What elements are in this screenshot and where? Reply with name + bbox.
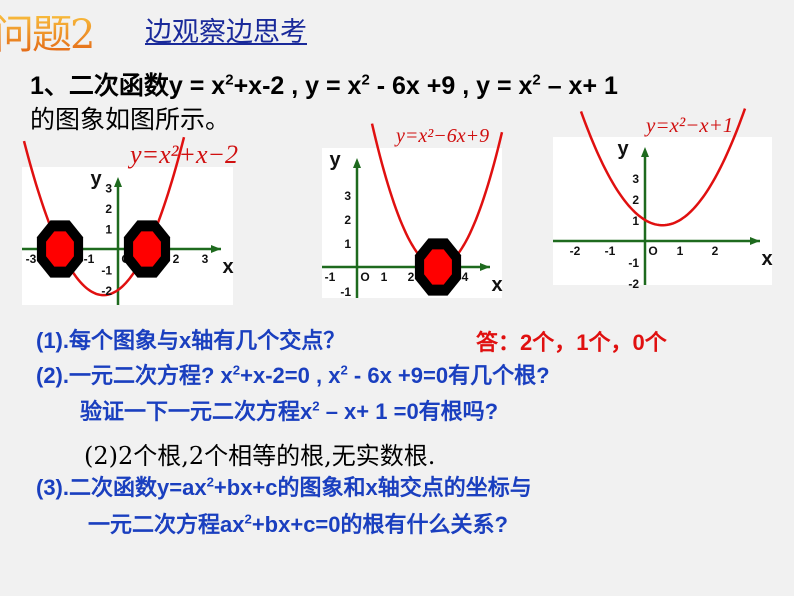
origin-label: O <box>648 244 657 258</box>
x-tick-label: 2 <box>408 270 415 284</box>
y-tick-label: 2 <box>105 202 112 216</box>
y-tick-label: 3 <box>344 189 351 203</box>
function-1: y = x <box>168 72 226 100</box>
exp: 2 <box>206 474 214 490</box>
q2-text: (2).一元二次方程? x <box>36 363 233 388</box>
x-tick-label: 1 <box>677 244 684 258</box>
x-axis-arrow-icon <box>480 263 490 271</box>
y-tick-label: -1 <box>340 285 351 299</box>
x-tick-label: -3 <box>26 252 37 266</box>
x-tick-label: 4 <box>462 270 469 284</box>
q2-text: +x-2=0 , x <box>240 363 341 388</box>
x-tick-label: -1 <box>84 252 95 266</box>
q2-text: – x+ 1 =0有根吗? <box>319 399 499 424</box>
function-2: y = x <box>305 72 362 100</box>
q3-text: +bx+c=0的根有什么关系? <box>251 512 508 537</box>
intro-prefix: 1、二次函数 <box>30 72 169 100</box>
exp: 2 <box>225 71 234 89</box>
x-tick-label: 1 <box>381 270 388 284</box>
exp: 2 <box>532 71 541 89</box>
question-1: (1).每个图象与x轴有几个交点？ <box>36 328 346 353</box>
function-3-rest: – x+ 1 <box>540 72 618 100</box>
graph-svg: -1 1 2 4 3 2 1 -1 O x y <box>322 123 504 299</box>
y-axis-label: y <box>90 168 102 190</box>
y-axis-arrow-icon <box>114 177 122 187</box>
x-axis-arrow-icon <box>750 237 760 245</box>
slide-title: 问题2 <box>0 2 95 60</box>
x-tick-label: 2 <box>173 252 180 266</box>
graph-2-label: y=x²−6x+9 <box>396 125 490 147</box>
parabola-curve <box>579 108 747 227</box>
x-tick-label: -1 <box>605 244 616 258</box>
question-3: (3).二次函数y=ax2+bx+c的图象和x轴交点的坐标与 <box>36 470 532 502</box>
intro-line-1: 1、二次函数y = x2+x-2 , y = x2 - 6x +9 , y = … <box>30 66 618 102</box>
exp: 2 <box>312 398 320 414</box>
answer-1: 答：2个，1个，0个 <box>476 330 667 355</box>
y-tick-label: -1 <box>101 264 112 278</box>
x-axis-label: x <box>761 248 772 270</box>
x-tick-label: -1 <box>325 270 336 284</box>
question-2-line-2: 验证一下一元二次方程x2 – x+ 1 =0有根吗? <box>80 394 498 426</box>
y-axis-arrow-icon <box>641 147 649 157</box>
intersection-marker-fill <box>46 231 74 267</box>
x-tick-label: -2 <box>570 244 581 258</box>
answer-2-note: (2)2个根,2个相等的根,无实数根. <box>84 442 436 470</box>
y-tick-label: 2 <box>632 193 639 207</box>
y-tick-label: -2 <box>101 284 112 298</box>
question-2: (2).一元二次方程? x2+x-2=0 , x2 - 6x +9=0有几个根? <box>36 358 550 390</box>
y-tick-label: -2 <box>628 277 639 291</box>
origin-label: O <box>360 270 369 284</box>
y-axis-label: y <box>617 138 629 160</box>
x-tick-label: 3 <box>202 252 209 266</box>
y-tick-label: 3 <box>105 182 112 196</box>
y-axis-label: y <box>329 149 341 171</box>
intersection-marker-fill <box>424 249 452 285</box>
intro-line-2: 的图象如图所示。 <box>30 106 231 134</box>
function-1-rest: +x-2 , <box>233 72 306 100</box>
y-tick-label: 3 <box>632 172 639 186</box>
question-3-line-2: 一元二次方程ax2+bx+c=0的根有什么关系? <box>88 507 508 539</box>
x-tick-label: 2 <box>712 244 719 258</box>
intersection-marker-fill <box>133 231 161 267</box>
q2-text: 验证一下一元二次方程x <box>80 399 313 424</box>
exp: 2 <box>244 511 252 527</box>
exp: 2 <box>340 362 348 378</box>
y-tick-label: 1 <box>344 237 351 251</box>
q3-text: (3).二次函数y=ax <box>36 475 207 500</box>
y-axis-arrow-icon <box>353 158 361 168</box>
graph-svg: -2 -1 1 2 3 2 1 -1 -2 O x y <box>553 108 773 291</box>
slide-subtitle-link[interactable]: 边观察边思考 <box>145 17 307 48</box>
graph-3-label: y=x²−x+1 <box>646 113 734 137</box>
y-tick-label: 1 <box>632 214 639 228</box>
q2-text: - 6x +9=0有几个根? <box>347 363 550 388</box>
y-tick-label: -1 <box>628 256 639 270</box>
exp: 2 <box>232 362 241 378</box>
function-3: y = x <box>476 72 533 100</box>
exp: 2 <box>361 71 370 89</box>
y-tick-label: 1 <box>105 223 112 237</box>
function-2-rest: - 6x +9 , <box>369 72 477 100</box>
x-axis-label: x <box>491 274 502 296</box>
x-axis-arrow-icon <box>211 245 221 253</box>
y-tick-label: 2 <box>344 213 351 227</box>
graph-1-label: y=x²+x−2 <box>130 140 239 169</box>
x-axis-label: x <box>222 256 233 278</box>
q3-text: 一元二次方程ax <box>88 512 245 537</box>
q3-text: +bx+c的图象和x轴交点的坐标与 <box>213 475 532 500</box>
